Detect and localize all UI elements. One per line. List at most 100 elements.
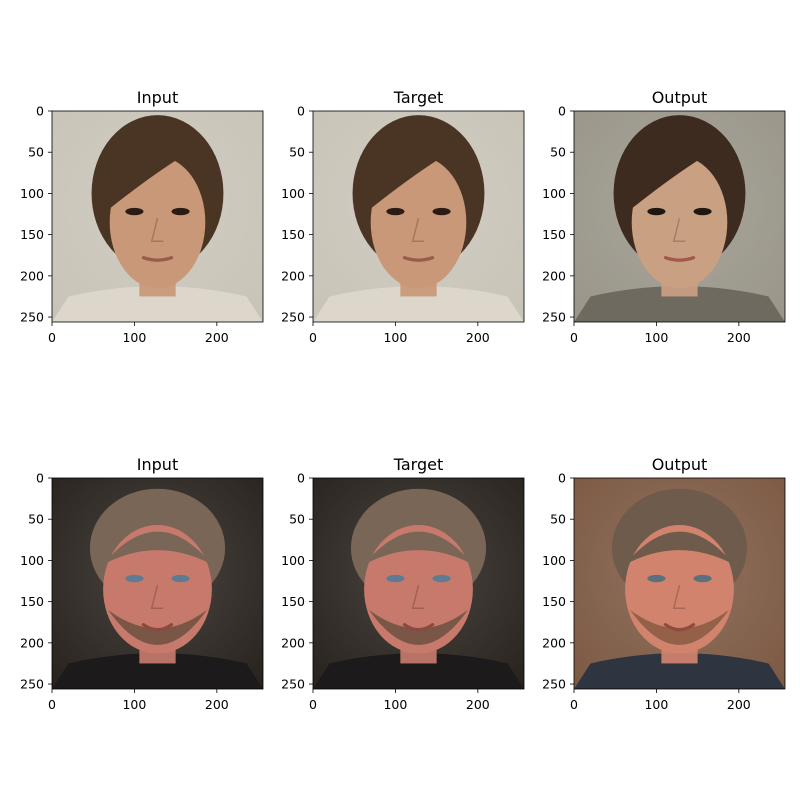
x-tick-label: 200: [727, 330, 751, 345]
right-eye: [693, 207, 712, 216]
axes-frame: [51, 477, 264, 690]
y-tick-label: 100: [542, 553, 566, 568]
y-tick-label: 150: [542, 594, 566, 609]
nose-shape: [150, 217, 164, 242]
panel-6: Output 0 50 100 150 200 250 0 100 200: [542, 455, 786, 712]
x-tick-label: 200: [466, 330, 490, 345]
x-tick-label: 200: [466, 697, 490, 712]
bangs-shape: [630, 154, 705, 210]
y-tick-label: 150: [281, 594, 305, 609]
shirt-shape: [574, 653, 785, 689]
y-tick-label: 100: [20, 553, 44, 568]
y-tick-label: 250: [20, 310, 44, 325]
x-tick-label: 0: [309, 330, 317, 345]
bangs-shape: [369, 154, 444, 210]
y-tick-label: 0: [558, 471, 566, 486]
x-tick-label: 200: [205, 330, 229, 345]
y-tick-label: 50: [28, 512, 44, 527]
y-tick-label: 150: [20, 227, 44, 242]
right-eye: [432, 574, 451, 583]
panel-grid: Input 0 50 100 150 200 250 0 100 200 Target 0 50 100 1…: [20, 88, 786, 712]
y-tick-label: 50: [550, 512, 566, 527]
beard-shape: [108, 609, 207, 645]
y-tick-label: 50: [289, 512, 305, 527]
x-tick-label: 0: [48, 330, 56, 345]
x-tick-label: 0: [309, 697, 317, 712]
right-eye: [171, 574, 190, 583]
y-tick-label: 250: [281, 677, 305, 692]
x-tick-label: 200: [727, 697, 751, 712]
y-tick-label: 50: [28, 145, 44, 160]
y-tick-label: 200: [20, 268, 44, 283]
panel-title: Output: [652, 88, 708, 107]
mouth-shape: [402, 256, 435, 262]
portrait-image: [313, 478, 524, 689]
panel-title: Target: [393, 88, 444, 107]
x-tick-label: 100: [122, 697, 146, 712]
nose-shape: [411, 584, 425, 609]
right-eye: [171, 207, 190, 216]
nose-shape: [672, 217, 686, 242]
x-tick-label: 200: [205, 697, 229, 712]
panel-title: Input: [137, 88, 178, 107]
shirt-shape: [52, 286, 263, 322]
y-tick-label: 150: [281, 227, 305, 242]
mouth-shape: [141, 623, 174, 632]
x-tick-label: 0: [48, 697, 56, 712]
left-eye: [647, 574, 666, 583]
left-eye: [125, 207, 144, 216]
right-eye: [693, 574, 712, 583]
y-tick-label: 0: [36, 104, 44, 119]
y-tick-label: 250: [542, 310, 566, 325]
x-tick-label: 100: [644, 330, 668, 345]
mouth-shape: [141, 256, 174, 262]
y-tick-label: 150: [20, 594, 44, 609]
y-tick-label: 250: [20, 677, 44, 692]
panel-title: Input: [137, 455, 178, 474]
y-tick-label: 0: [558, 104, 566, 119]
hairline-shape: [625, 531, 734, 565]
panel-2: Target 0 50 100 150 200 250 0 100 200: [281, 88, 525, 345]
y-tick-label: 50: [289, 145, 305, 160]
x-tick-label: 0: [570, 697, 578, 712]
y-tick-label: 50: [550, 145, 566, 160]
beard-shape: [630, 609, 729, 645]
y-tick-label: 200: [281, 268, 305, 283]
y-tick-label: 0: [36, 471, 44, 486]
face-shape: [103, 524, 212, 654]
panel-title: Target: [393, 455, 444, 474]
y-tick-label: 250: [542, 677, 566, 692]
panel-title: Output: [652, 455, 708, 474]
portrait-image: [574, 478, 785, 689]
face-shape: [364, 524, 473, 654]
x-tick-label: 100: [383, 330, 407, 345]
shirt-shape: [313, 653, 524, 689]
y-tick-label: 100: [542, 186, 566, 201]
shirt-shape: [574, 286, 785, 322]
portrait-image: [52, 478, 263, 689]
panel-3: Output 0 50 100 150 200 250 0 100 200: [542, 88, 786, 345]
left-eye: [125, 574, 144, 583]
shirt-shape: [52, 653, 263, 689]
y-tick-label: 0: [297, 471, 305, 486]
nose-shape: [150, 584, 164, 609]
bangs-shape: [108, 154, 183, 210]
y-tick-label: 200: [281, 635, 305, 650]
x-tick-label: 100: [383, 697, 407, 712]
axes-frame: [573, 110, 786, 323]
mouth-shape: [402, 623, 435, 632]
right-eye: [432, 207, 451, 216]
axes-frame: [312, 110, 525, 323]
axes-frame: [312, 477, 525, 690]
axes-frame: [51, 110, 264, 323]
left-eye: [386, 207, 405, 216]
y-tick-label: 150: [542, 227, 566, 242]
mouth-shape: [663, 623, 696, 632]
y-tick-label: 0: [297, 104, 305, 119]
beard-shape: [369, 609, 468, 645]
x-tick-label: 100: [122, 330, 146, 345]
panel-1: Input 0 50 100 150 200 250 0 100 200: [20, 88, 264, 345]
portrait-image: [52, 111, 263, 322]
left-eye: [647, 207, 666, 216]
